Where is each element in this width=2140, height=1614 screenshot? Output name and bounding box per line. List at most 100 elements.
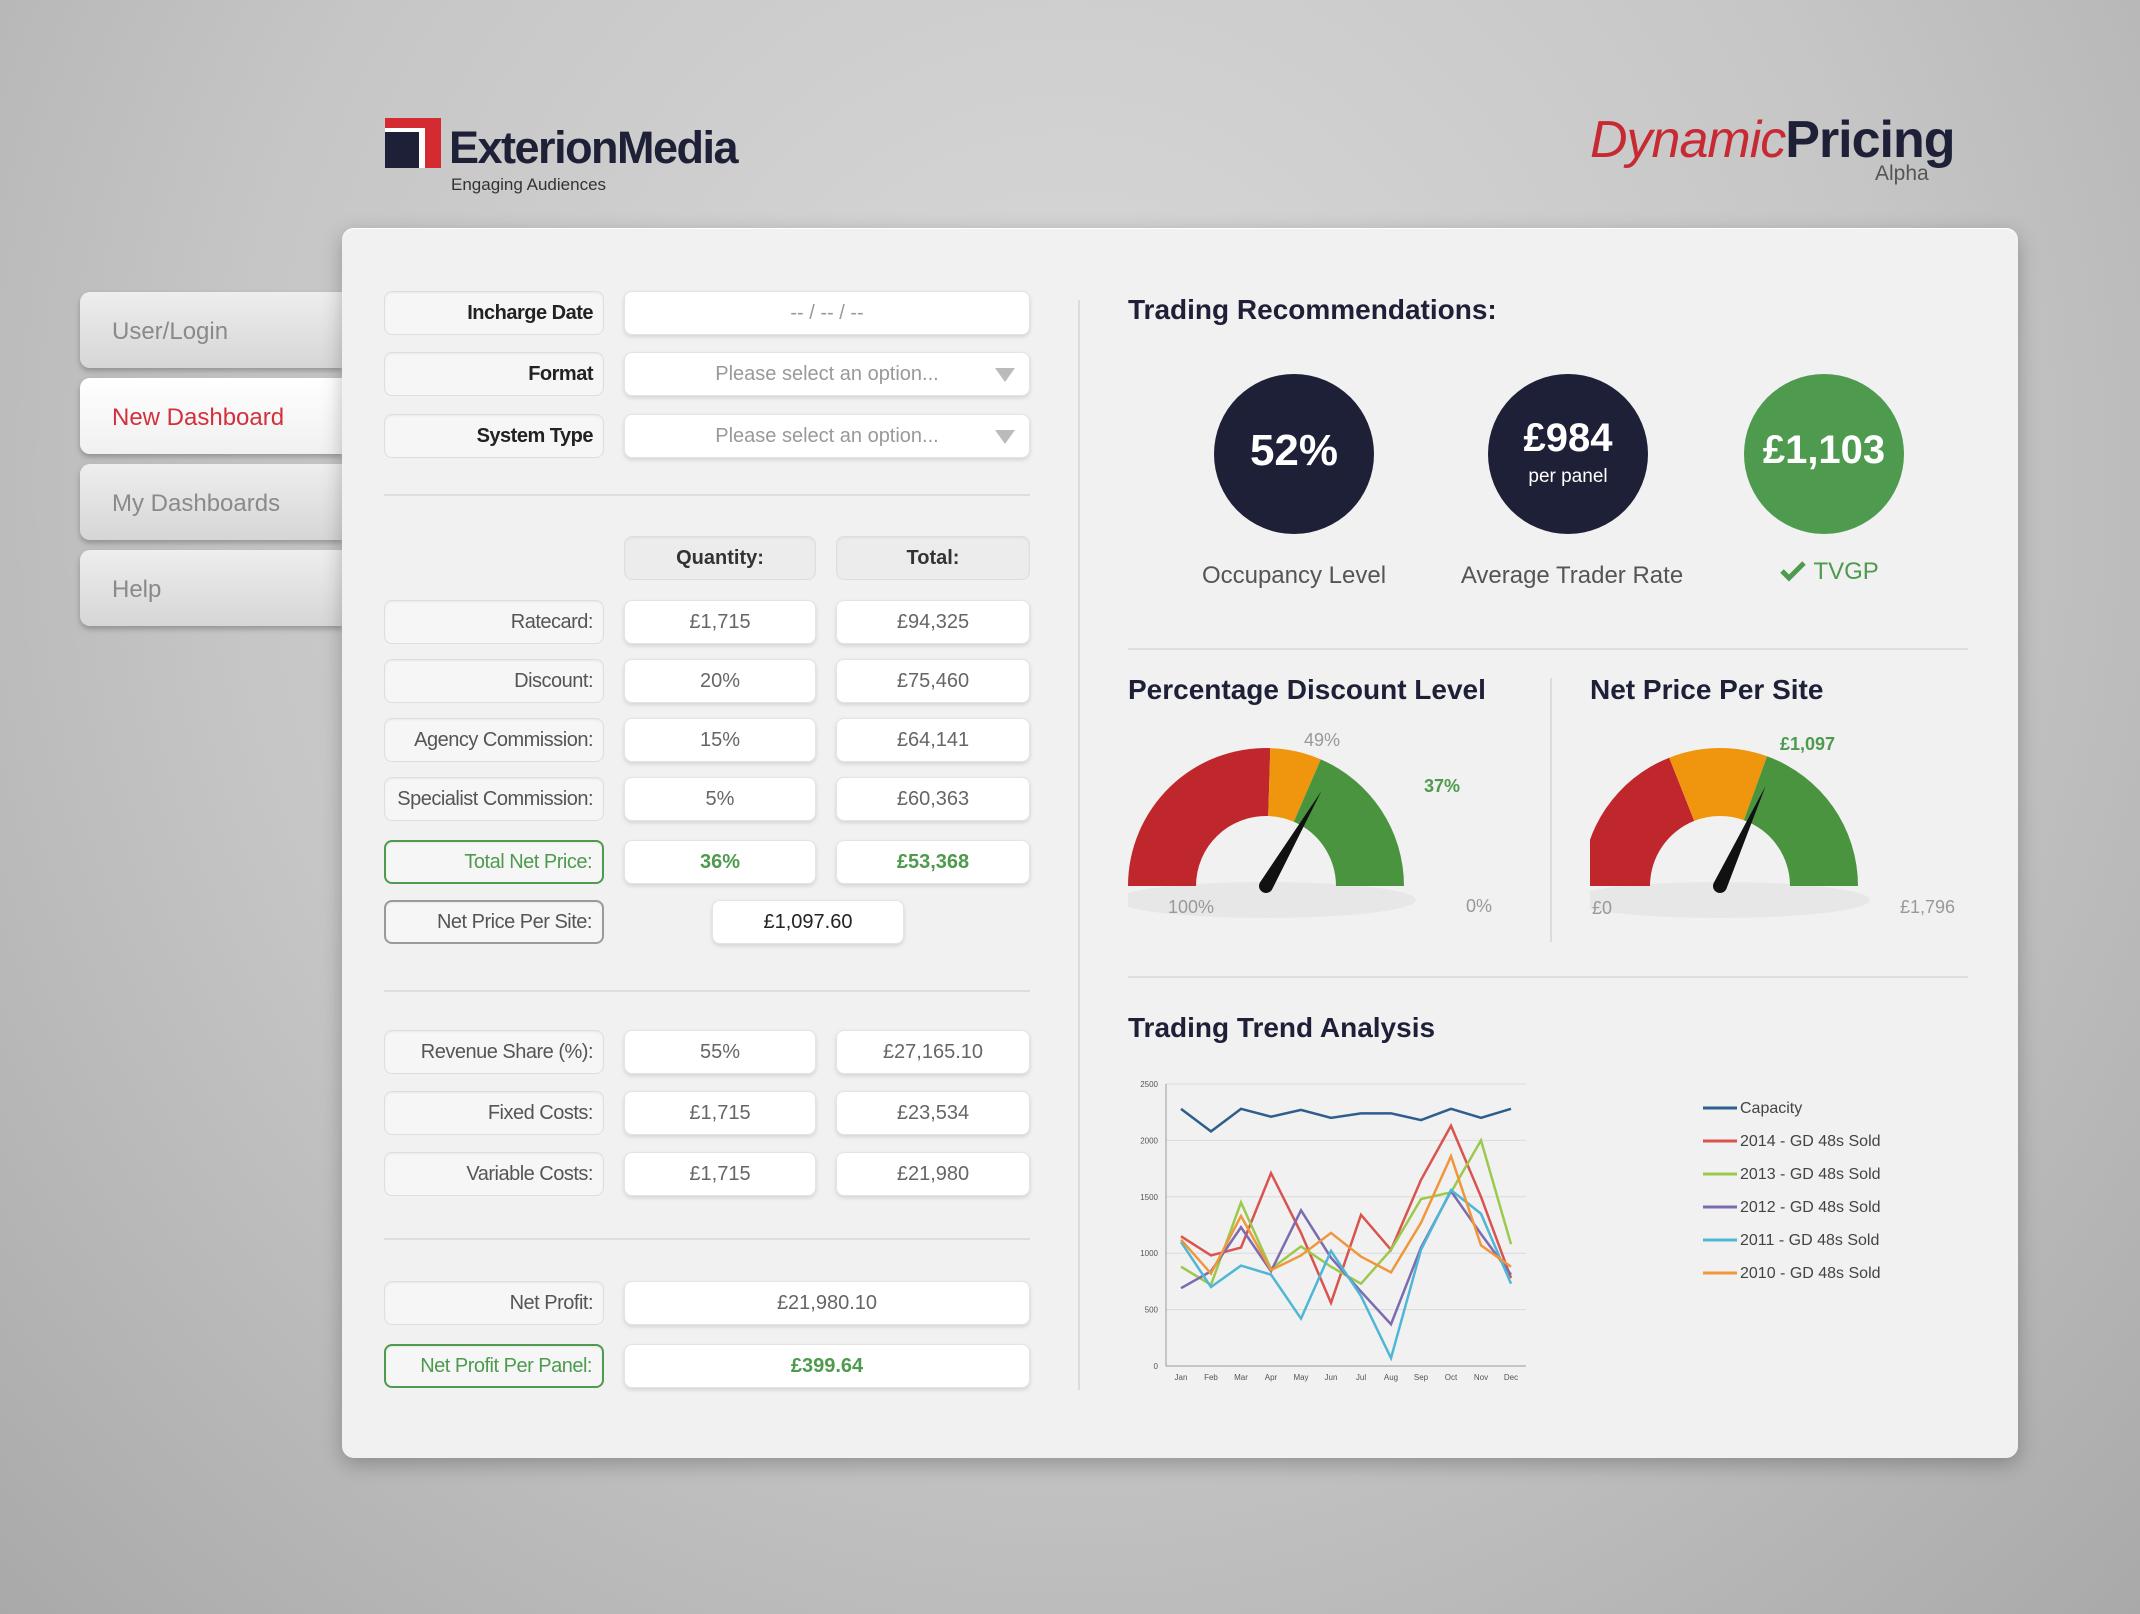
discount-gauge-title: Percentage Discount Level <box>1128 674 1486 705</box>
discount-gauge <box>1128 748 1416 918</box>
gauge-shadow <box>1590 882 1870 918</box>
agency-commission-label: Agency Commission: <box>384 718 604 762</box>
fixed-costs-label: Fixed Costs: <box>384 1091 604 1135</box>
system-type-label: System Type <box>384 414 604 458</box>
divider <box>384 494 1030 496</box>
net-profit-value[interactable]: £21,980.10 <box>624 1281 1030 1325</box>
dropdown-caret-icon <box>995 368 1015 382</box>
discount-total[interactable]: £75,460 <box>836 659 1030 703</box>
net-price-per-site-value[interactable]: £1,097.60 <box>712 900 904 944</box>
sidebar-item-new-dashboard[interactable]: New Dashboard <box>80 378 342 454</box>
specialist-commission-quantity[interactable]: 5% <box>624 777 816 821</box>
legend-label: 2014 - GD 48s Sold <box>1740 1133 1881 1150</box>
legend-label: 2011 - GD 48s Sold <box>1740 1232 1879 1249</box>
tvgp-caption: TVGP <box>1813 558 1879 585</box>
trend-title: Trading Trend Analysis <box>1128 1012 1436 1043</box>
x-tick-label: Mar <box>1234 1373 1248 1382</box>
series-line <box>1180 1152 1512 1276</box>
x-tick-label: Dec <box>1504 1373 1518 1382</box>
fixed-costs-quantity[interactable]: £1,715 <box>624 1091 816 1135</box>
net-price-gauge <box>1590 748 1870 918</box>
exterion-media-logo: ExterionMedia Engaging Audiences <box>385 115 745 195</box>
net-price-gauge-needle-label: £1,097 <box>1780 734 1836 754</box>
discount-label: Discount: <box>384 659 604 703</box>
gauge-band-green <box>1293 759 1404 886</box>
x-tick-label: Aug <box>1384 1373 1398 1382</box>
format-select[interactable]: Please select an option... <box>624 352 1030 396</box>
x-tick-label: Feb <box>1204 1373 1218 1382</box>
x-tick-label: Jul <box>1356 1373 1366 1382</box>
net-profit-per-panel-value[interactable]: £399.64 <box>624 1344 1030 1388</box>
series-line <box>1179 1188 1513 1362</box>
specialist-commission-label: Specialist Commission: <box>384 777 604 821</box>
gauge-band-red <box>1128 748 1271 886</box>
occupancy-caption: Occupancy Level <box>1201 562 1387 589</box>
fixed-costs-total[interactable]: £23,534 <box>836 1091 1030 1135</box>
discount-gauge-min: 100% <box>1168 897 1215 917</box>
net-profit-label: Net Profit: <box>384 1281 604 1325</box>
legend-label: 2010 - GD 48s Sold <box>1740 1265 1881 1282</box>
gauge-needle <box>1259 791 1322 893</box>
trend-chart: 0 500 1000 1500 2000 2500 Jan Feb Mar Apr May Jun Ju… <box>1140 1080 1881 1382</box>
gauge-band-green <box>1743 756 1858 886</box>
x-tick-label: Nov <box>1474 1373 1488 1382</box>
net-price-gauge-max: £1,796 <box>1900 897 1956 917</box>
sidebar: User/Login New Dashboard My Dashboards H… <box>80 292 342 636</box>
product-name-part2: Pricing <box>1785 111 1955 169</box>
total-net-price-quantity[interactable]: 36% <box>624 840 816 884</box>
incharge-date-label: Incharge Date <box>384 291 604 335</box>
y-tick-label: 500 <box>1145 1306 1159 1315</box>
total-column-header: Total: <box>836 536 1030 580</box>
net-price-gauge-min: £0 <box>1592 898 1613 918</box>
gauge-band-red <box>1590 757 1695 886</box>
agency-commission-quantity[interactable]: 15% <box>624 718 816 762</box>
total-net-price-total[interactable]: £53,368 <box>836 840 1030 884</box>
y-tick-label: 2000 <box>1140 1136 1158 1145</box>
sidebar-item-my-dashboards[interactable]: My Dashboards <box>80 464 342 540</box>
discount-gauge-marker: 49% <box>1304 730 1341 750</box>
ratecard-quantity[interactable]: £1,715 <box>624 600 816 644</box>
format-placeholder: Please select an option... <box>715 363 939 385</box>
x-tick-label: Apr <box>1265 1373 1278 1382</box>
discount-quantity[interactable]: 20% <box>624 659 816 703</box>
discount-gauge-max: 0% <box>1466 896 1493 916</box>
specialist-commission-total[interactable]: £60,363 <box>836 777 1030 821</box>
agency-commission-total[interactable]: £64,141 <box>836 718 1030 762</box>
system-type-select[interactable]: Please select an option... <box>624 414 1030 458</box>
sidebar-item-user-login[interactable]: User/Login <box>80 292 342 368</box>
sidebar-item-label: User/Login <box>112 318 229 345</box>
brand-tagline: Engaging Audiences <box>451 175 607 194</box>
variable-costs-label: Variable Costs: <box>384 1152 604 1196</box>
sidebar-item-label: My Dashboards <box>112 490 281 517</box>
sidebar-item-help[interactable]: Help <box>80 550 342 626</box>
divider <box>384 1238 1030 1240</box>
y-tick-label: 1500 <box>1140 1193 1158 1202</box>
sidebar-item-label: Help <box>112 576 162 603</box>
gauge-divider <box>1550 678 1552 942</box>
net-price-per-site-label: Net Price Per Site: <box>384 900 604 944</box>
quantity-column-header: Quantity: <box>624 536 816 580</box>
revenue-share-total[interactable]: £27,165.10 <box>836 1030 1030 1074</box>
brand-mark-icon <box>385 118 441 168</box>
x-tick-label: May <box>1293 1373 1308 1382</box>
brand-name: ExterionMedia <box>449 122 739 173</box>
product-stage: Alpha <box>1875 162 1929 185</box>
divider <box>1128 976 1968 978</box>
total-net-price-label: Total Net Price: <box>384 840 604 884</box>
tvgp-caption-row: TVGP <box>1754 558 1904 586</box>
trader-rate-caption: Average Trader Rate <box>1460 562 1684 589</box>
variable-costs-total[interactable]: £21,980 <box>836 1152 1030 1196</box>
legend-label: 2013 - GD 48s Sold <box>1740 1166 1881 1183</box>
checkmark-icon <box>1780 561 1806 582</box>
tvgp-value: £1,103 <box>1762 428 1886 472</box>
occupancy-value: 52% <box>1249 426 1339 475</box>
dynamic-pricing-logo: DynamicPricing Alpha <box>1590 110 2010 190</box>
variable-costs-quantity[interactable]: £1,715 <box>624 1152 816 1196</box>
incharge-date-input[interactable]: -- / -- / -- <box>624 291 1030 335</box>
revenue-share-quantity[interactable]: 55% <box>624 1030 816 1074</box>
y-tick-label: 0 <box>1154 1362 1159 1371</box>
product-name-part1: Dynamic <box>1590 111 1786 169</box>
column-divider <box>1078 300 1080 1390</box>
ratecard-total[interactable]: £94,325 <box>836 600 1030 644</box>
legend-label: 2012 - GD 48s Sold <box>1740 1199 1881 1216</box>
